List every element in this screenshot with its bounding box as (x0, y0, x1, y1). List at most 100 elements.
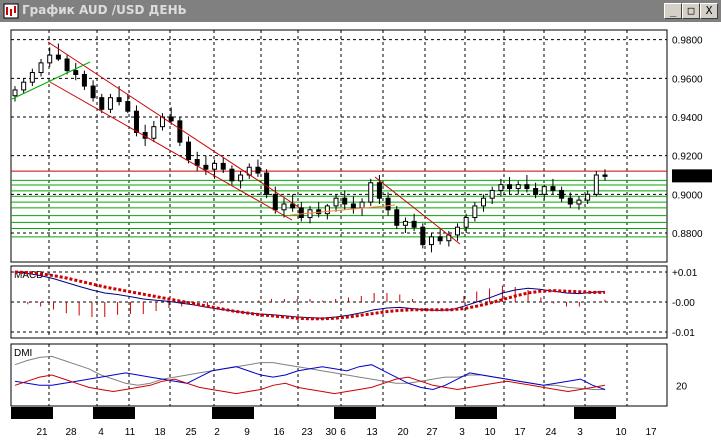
candle-body (585, 193, 591, 201)
minimize-button[interactable]: _ (664, 3, 682, 19)
candle-body (90, 85, 96, 99)
channel-line-upper (47, 41, 301, 209)
candle-body (186, 141, 192, 161)
candle-body (420, 226, 426, 246)
day-label: 17 (645, 427, 657, 438)
macd-series-line (14, 271, 606, 319)
dmi-series-line (14, 364, 606, 391)
candle-body (55, 54, 61, 60)
last-price-box (672, 169, 712, 183)
price-tick-label: 0.9600 (672, 74, 703, 85)
trendline-red (374, 176, 461, 245)
year-label-box (574, 407, 616, 419)
candle-body (507, 184, 513, 190)
candle-body (559, 189, 565, 199)
candle-body (541, 186, 547, 195)
day-label: 9 (244, 427, 250, 438)
candle-body (498, 184, 504, 191)
year-label-box (212, 407, 254, 419)
candle-body (602, 174, 608, 177)
candle-body (12, 89, 18, 97)
year-label: 2013 (98, 409, 121, 420)
candle-body (515, 184, 521, 190)
candle-body (47, 54, 53, 64)
macd-tick-label: +0.01 (672, 268, 698, 279)
day-label: 16 (273, 427, 285, 438)
candle-body (576, 199, 582, 205)
day-label: 25 (185, 427, 197, 438)
candle-body (203, 164, 209, 170)
window-title: График AUD /USD ДЕНЬ (22, 3, 187, 17)
candle-body (350, 203, 356, 209)
day-label: 13 (366, 427, 378, 438)
candle-body (151, 126, 157, 139)
chart-app-icon (3, 3, 19, 19)
year-label: 2014 (460, 409, 483, 420)
dmi-series-line (14, 374, 606, 395)
candle-body (481, 197, 487, 207)
day-label: 18 (154, 427, 166, 438)
day-label: 23 (301, 427, 313, 438)
candle-body (567, 197, 573, 205)
candle-body (133, 110, 139, 133)
chart-canvas[interactable]: 0.9800 0.9600 0.9400 0.9200 0.9000 0.8800 0.90… (0, 22, 721, 446)
candle-body (38, 62, 44, 74)
candle-body (107, 97, 113, 110)
close-button[interactable]: X (700, 3, 718, 19)
dmi-tick-label: 20 (676, 381, 688, 392)
candle-body (81, 73, 87, 87)
candle-body (411, 220, 417, 228)
candle-body (359, 201, 365, 209)
year-label-box (334, 407, 376, 419)
candle-body (290, 203, 296, 209)
day-label: 3 (577, 427, 583, 438)
candle-body (99, 97, 105, 110)
candle-body (342, 197, 348, 205)
day-label: 11 (125, 427, 136, 438)
candle-body (177, 120, 183, 143)
candle-body (333, 197, 339, 207)
day-label: 10 (615, 427, 627, 438)
candle-body (455, 226, 460, 236)
dmi-label: DMI (14, 348, 32, 359)
day-label: 28 (65, 427, 77, 438)
day-label: 27 (426, 427, 438, 438)
candle-body (489, 189, 495, 199)
candle-body (394, 209, 400, 226)
candle-body (212, 162, 218, 170)
candle-body (593, 174, 599, 195)
year-label: 2013 (217, 409, 240, 420)
price-tick-label: 0.9800 (672, 36, 703, 47)
day-label: 4 (98, 427, 104, 438)
candle-body (472, 205, 478, 219)
day-label: 10 (484, 427, 496, 438)
candle-body (428, 236, 434, 246)
price-tick-label: 0.9200 (672, 152, 703, 163)
day-label: 6 (340, 427, 346, 438)
macd-series-line (14, 270, 605, 321)
title-bar[interactable]: График AUD /USD ДЕНЬ _ □ X (0, 0, 721, 22)
price-tick-label: 0.9000 (672, 190, 703, 201)
year-label-box (455, 407, 497, 419)
day-label: 2 (214, 427, 220, 438)
candle-body (21, 81, 27, 91)
day-label: 17 (514, 427, 526, 438)
candle-body (272, 193, 278, 211)
macd-label: MACD (14, 270, 43, 281)
day-label: 20 (397, 427, 409, 438)
candle-body (73, 70, 79, 75)
channel-line-lower (49, 81, 293, 221)
maximize-button[interactable]: □ (682, 3, 700, 19)
candle-body (376, 182, 382, 199)
candle-body (168, 116, 174, 122)
candle-body (264, 172, 270, 195)
macd-tick-label: -0.00 (672, 298, 695, 309)
candle-body (524, 184, 530, 190)
candle-body (550, 186, 556, 191)
candle-body (220, 162, 226, 170)
day-label: 30 (325, 427, 337, 438)
macd-tick-label: -0.01 (672, 328, 695, 339)
candle-body (281, 203, 287, 211)
candle-body (385, 197, 391, 211)
panel-frame-0 (10, 29, 668, 263)
